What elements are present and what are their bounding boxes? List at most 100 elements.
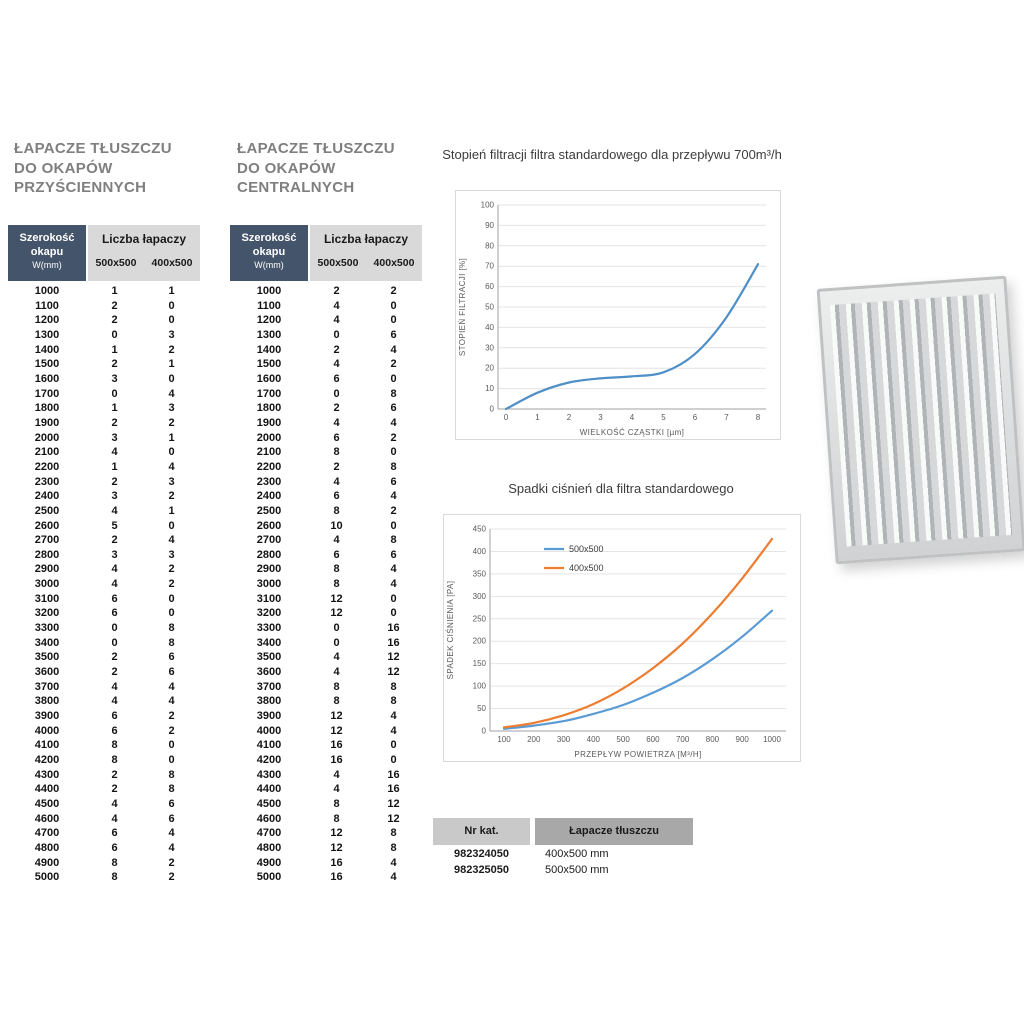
trap-count-value: 0 [390, 607, 397, 620]
hood-width-value: 3000 [256, 578, 282, 591]
filter-table-row: 1400 1 2 [8, 343, 200, 358]
hood-width-value: 4100 [34, 739, 60, 752]
trap-count-value: 12 [330, 841, 343, 854]
hood-width-value: 3200 [34, 607, 60, 620]
trap-count-value: 0 [333, 622, 340, 635]
filter-table-row: 2500 8 2 [230, 504, 422, 519]
svg-text:50: 50 [485, 303, 494, 312]
wall-hoods-table-title: ŁAPACZE TŁUSZCZU DO OKAPÓW PRZYŚCIENNYCH [14, 139, 229, 198]
trap-count-value: 8 [333, 680, 340, 693]
svg-text:90: 90 [485, 221, 494, 230]
hood-width-value: 3400 [34, 636, 60, 649]
hood-width-value: 1500 [34, 358, 60, 371]
hood-width-value: 3400 [256, 636, 282, 649]
catalog-number-header: Nr kat. [433, 818, 530, 845]
trap-count-value: 0 [168, 446, 175, 459]
filter-table-row: 3500 4 12 [230, 650, 422, 665]
svg-text:100: 100 [473, 682, 487, 691]
hood-width-value: 4400 [256, 783, 282, 796]
header-subcolumns: 500x500 400x500 [88, 253, 200, 273]
trap-count-value: 1 [111, 343, 118, 356]
hood-width-value: 3900 [256, 710, 282, 723]
trap-count-value: 2 [333, 402, 340, 415]
trap-count-value: 1 [168, 504, 175, 517]
hood-width-value: 3600 [256, 666, 282, 679]
trap-count-value: 10 [330, 519, 343, 532]
trap-count-value: 12 [387, 666, 400, 679]
filter-table-row: 4400 2 8 [8, 782, 200, 797]
svg-text:600: 600 [646, 735, 660, 744]
trap-count-value: 8 [390, 827, 397, 840]
filter-table-row: 4800 6 4 [8, 841, 200, 856]
filter-table-row: 3400 0 16 [230, 636, 422, 651]
trap-count-value: 0 [333, 636, 340, 649]
hood-width-value: 1600 [256, 372, 282, 385]
svg-text:STOPIEŃ FILTRACJI [%]: STOPIEŃ FILTRACJI [%] [458, 258, 467, 356]
trap-count-value: 4 [333, 666, 340, 679]
table-header: Szerokość okapu W(mm) Liczba łapaczy 500… [230, 225, 422, 281]
trap-count-value: 8 [390, 695, 397, 708]
trap-count-value: 3 [168, 475, 175, 488]
hood-width-header-cell: Szerokość okapu W(mm) [8, 225, 86, 281]
trap-count-value: 6 [111, 592, 118, 605]
filter-frame [816, 275, 1024, 565]
trap-count-value: 2 [168, 578, 175, 591]
trap-count-value: 8 [168, 783, 175, 796]
trap-count-value: 2 [111, 416, 118, 429]
trap-count-value: 0 [168, 607, 175, 620]
svg-text:450: 450 [473, 525, 487, 534]
trap-count-value: 6 [111, 710, 118, 723]
filter-table-row: 2400 3 2 [8, 489, 200, 504]
hood-width-value: 1100 [257, 299, 281, 312]
hood-width-value: 2200 [34, 460, 60, 473]
hood-width-value: 1300 [256, 328, 282, 341]
trap-count-value: 8 [333, 812, 340, 825]
filter-table-row: 1700 0 4 [8, 387, 200, 402]
hood-width-value: 3700 [256, 680, 282, 693]
filter-table-row: 1300 0 6 [230, 328, 422, 343]
hood-width-value: 3000 [34, 578, 60, 591]
hood-width-value: 5000 [34, 871, 60, 884]
trap-count-value: 12 [330, 607, 343, 620]
trap-count-value: 8 [111, 871, 118, 884]
filtration-chart: 0 10 20 30 40 50 60 70 80 90 100 0 1 2 3 4 5 6 7 8 WIELKOŚĆ … [455, 190, 781, 440]
trap-count-value: 3 [168, 402, 175, 415]
filter-size-value: 500x500 mm [545, 863, 609, 876]
pressure-chart-title: Spadki ciśnień dla filtra standardowego [508, 481, 734, 496]
trap-count-value: 0 [168, 519, 175, 532]
trap-count-value: 2 [168, 710, 175, 723]
hood-width-value: 2300 [256, 475, 282, 488]
hood-width-value: 2600 [256, 519, 282, 532]
filter-slots [829, 293, 1013, 547]
trap-count-value: 1 [168, 431, 175, 444]
size-400x500-header: 400x500 [151, 257, 193, 269]
hood-width-value: 1800 [256, 402, 282, 415]
hood-width-value: 1000 [256, 285, 282, 297]
trap-count-value: 2 [390, 285, 397, 297]
filter-table-row: 3300 0 8 [8, 621, 200, 636]
filter-table-row: 3300 0 16 [230, 621, 422, 636]
trap-count-value: 0 [390, 372, 397, 385]
trap-count-value: 4 [333, 651, 340, 664]
svg-text:10: 10 [485, 384, 494, 393]
trap-count-value: 16 [387, 783, 400, 796]
trap-count-value: 6 [333, 431, 340, 444]
svg-text:7: 7 [724, 413, 729, 422]
trap-count-value: 2 [111, 651, 118, 664]
svg-text:500x500: 500x500 [569, 544, 604, 554]
trap-count-value: 4 [111, 797, 118, 810]
wall-hoods-filter-table: Szerokość okapu W(mm) Liczba łapaczy 500… [8, 225, 200, 885]
trap-count-value: 3 [111, 548, 118, 561]
catalog-number-value: 982324050 [453, 848, 510, 860]
trap-count-value: 4 [390, 416, 397, 429]
trap-count-value: 0 [390, 754, 397, 766]
filter-table-row: 4000 6 2 [8, 724, 200, 739]
filter-table-row: 1500 4 2 [230, 357, 422, 372]
filter-table-row: 3100 6 0 [8, 592, 200, 607]
trap-count-value: 6 [390, 328, 397, 341]
hood-width-value: 4400 [34, 783, 60, 796]
filter-table-row: 1800 2 6 [230, 401, 422, 416]
hood-width-value: 1900 [256, 416, 282, 429]
title-line: PRZYŚCIENNYCH [14, 179, 147, 196]
hood-width-value: 2400 [34, 490, 60, 503]
